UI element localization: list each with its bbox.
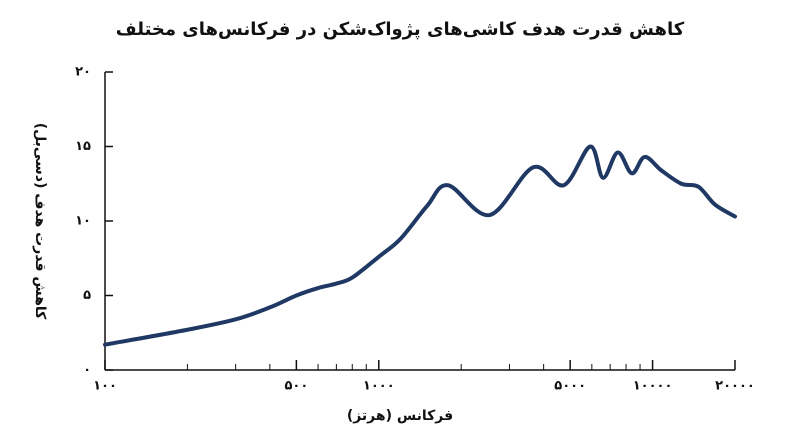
x-tick-label: ۱۰۰۰ <box>363 379 395 394</box>
y-tick-label: ۵ <box>83 288 91 303</box>
x-tick-label: ۲۰۰۰۰ <box>715 379 755 394</box>
y-axis-label: کاهش قدرت هدف (دسی‌بل) <box>32 123 48 320</box>
x-tick-label: ۵۰۰۰ <box>554 379 586 394</box>
chart-title: کاهش قدرت هدف کاشی‌های پژواک‌شکن در فرکا… <box>116 19 685 40</box>
x-tick-label: ۵۰۰ <box>284 379 308 394</box>
y-tick-label: ۰ <box>83 363 91 378</box>
x-axis-label: فرکانس (هرتز) <box>347 408 453 424</box>
y-tick-label: ۲۰ <box>75 65 91 80</box>
y-tick-label: ۱۰ <box>75 214 91 229</box>
x-tick-label: ۱۰۰۰۰ <box>633 379 673 394</box>
y-tick-label: ۱۵ <box>75 139 91 154</box>
line <box>103 144 737 347</box>
x-tick-label: ۱۰۰ <box>93 379 117 394</box>
